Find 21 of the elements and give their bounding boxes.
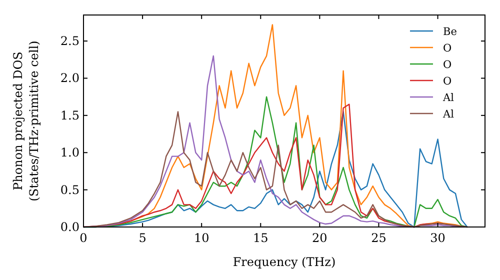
x-tick-label: 0 — [80, 231, 88, 245]
y-tick-label: 0.5 — [60, 182, 80, 197]
legend-label: Al — [442, 108, 455, 120]
y-axis-title: Phonon projected DOS (States/THz·primitive cell) — [11, 40, 41, 202]
legend-label: Al — [442, 92, 455, 104]
x-axis-title: Frequency (THz) — [232, 255, 336, 269]
x-tick-label: 15 — [252, 231, 268, 245]
y-tick-label: 2.0 — [60, 71, 80, 86]
x-tick-label: 5 — [138, 231, 146, 245]
x-tick-label: 20 — [312, 231, 328, 245]
x-tick-label: 30 — [430, 231, 446, 245]
x-tick-label: 25 — [371, 231, 386, 245]
legend-label: Be — [443, 26, 457, 38]
y-tick-label: 1.5 — [60, 108, 80, 122]
legend-label: O — [443, 42, 452, 54]
legend-label: O — [443, 59, 452, 71]
legend-label: O — [443, 76, 452, 88]
y-tick-label: 2.5 — [60, 34, 80, 48]
x-tick-label: 10 — [194, 231, 210, 245]
y-tick-label: 0.0 — [60, 220, 80, 234]
y-tick-label: 1.0 — [60, 146, 80, 160]
